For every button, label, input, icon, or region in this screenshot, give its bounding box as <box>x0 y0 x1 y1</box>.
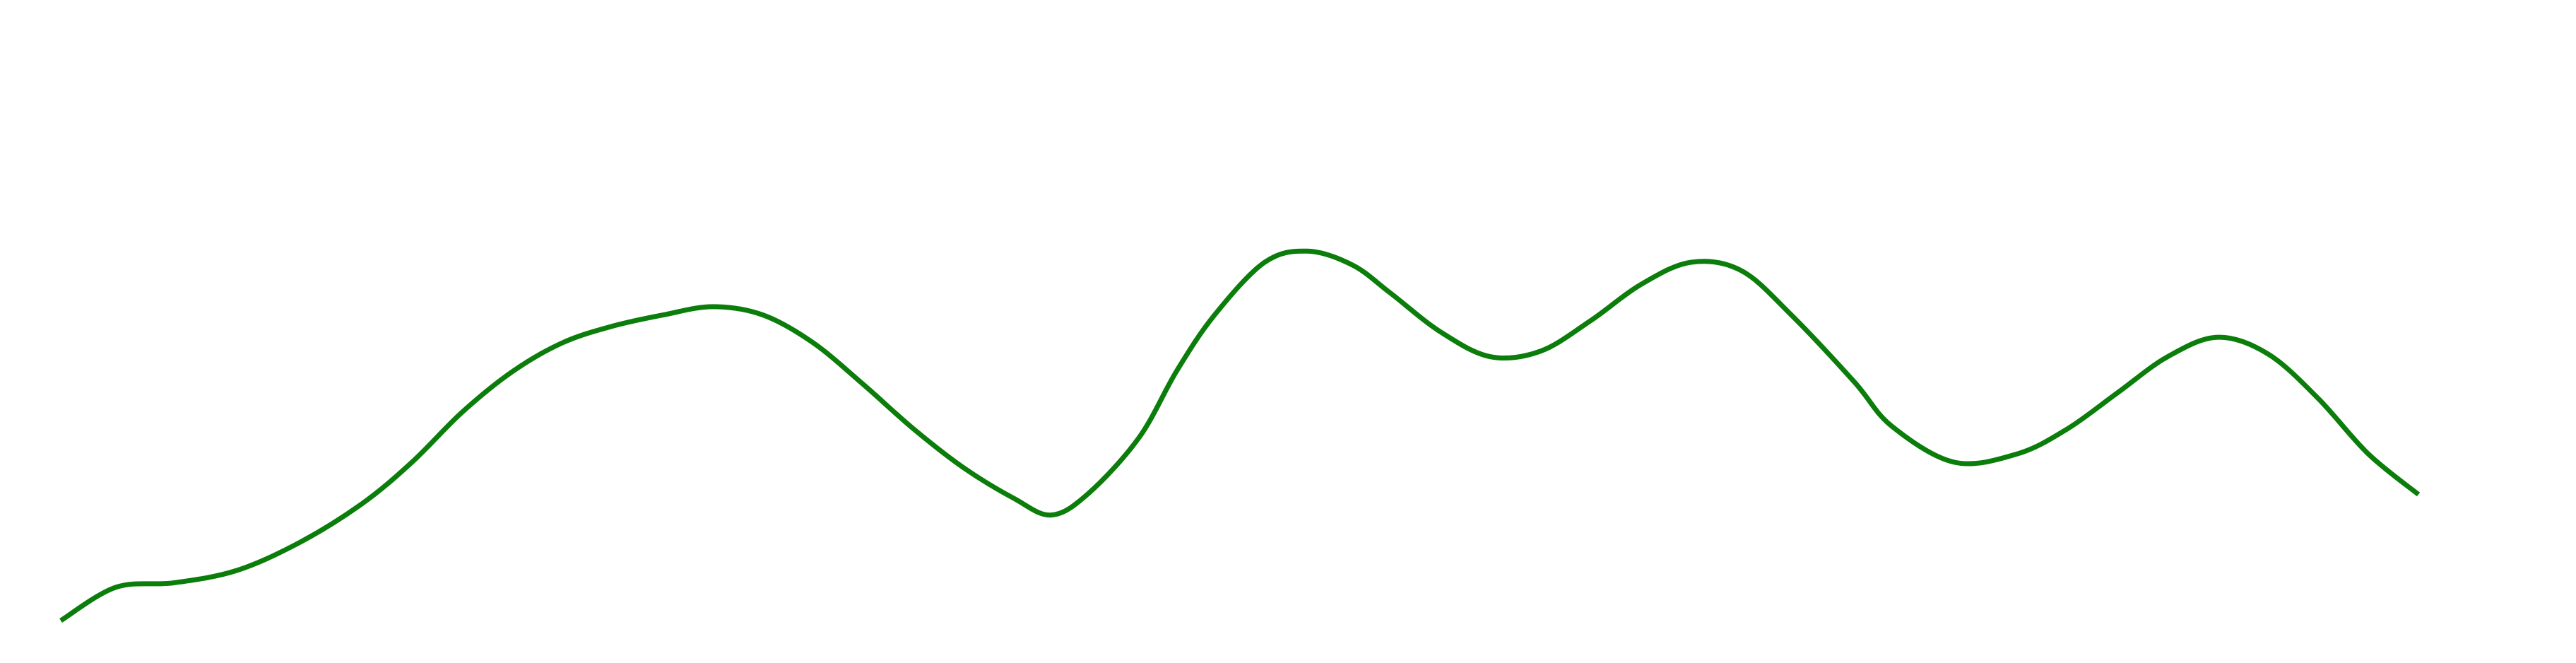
series-line-0 <box>59 248 2421 623</box>
series-layer <box>59 248 2421 623</box>
